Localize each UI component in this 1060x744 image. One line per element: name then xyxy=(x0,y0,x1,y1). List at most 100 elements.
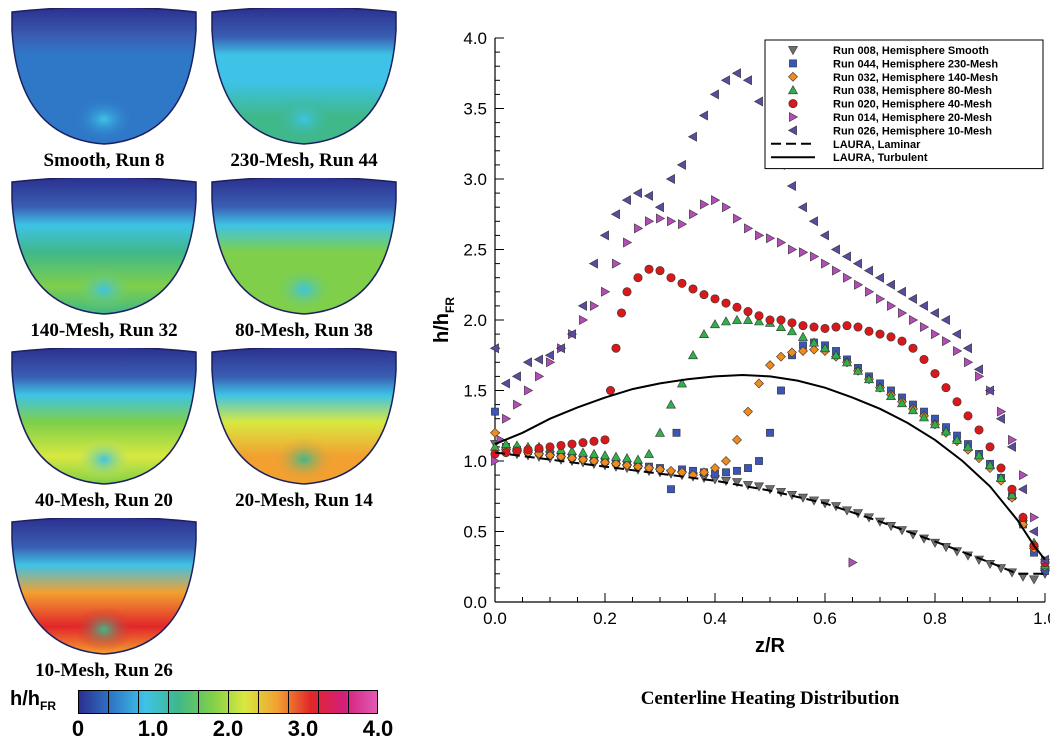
hemisphere-5: 40-Mesh, Run 20 xyxy=(10,348,198,512)
data-point xyxy=(588,258,598,269)
data-point xyxy=(1028,526,1038,537)
chart-caption: Centerline Heating Distribution xyxy=(640,688,900,709)
data-point xyxy=(853,322,863,332)
y-tick-label: 2.5 xyxy=(463,241,487,260)
data-point xyxy=(843,272,853,283)
data-point xyxy=(809,322,819,332)
data-point xyxy=(632,188,642,199)
data-point xyxy=(929,419,941,429)
y-tick-label: 0.5 xyxy=(463,523,487,542)
data-point xyxy=(743,307,753,317)
colorbar-gradient xyxy=(78,690,378,714)
hemisphere-image xyxy=(11,518,197,655)
data-point xyxy=(633,273,643,283)
colorbar-separator xyxy=(108,691,109,713)
data-point xyxy=(491,455,501,467)
colorbar-label-main: h/h xyxy=(10,688,40,710)
colorbar-label-sub: FR xyxy=(40,699,56,713)
data-point xyxy=(656,213,666,224)
y-tick-label: 2.0 xyxy=(463,311,487,330)
x-tick-label: 0.0 xyxy=(483,609,507,628)
data-point xyxy=(820,323,830,333)
data-point xyxy=(777,237,787,248)
y-axis-label: h/hFR xyxy=(431,297,457,343)
data-point xyxy=(699,467,709,478)
hemisphere-image xyxy=(211,178,397,315)
data-point xyxy=(645,216,655,227)
data-point xyxy=(787,318,797,328)
data-point xyxy=(502,413,512,424)
data-point xyxy=(721,456,731,466)
data-point xyxy=(973,450,985,460)
data-point xyxy=(698,328,710,339)
data-point xyxy=(765,315,775,325)
data-point xyxy=(1007,484,1017,494)
data-point xyxy=(942,336,952,347)
data-point xyxy=(600,435,610,445)
data-point xyxy=(776,315,786,325)
colorbar-tick-label: 3.0 xyxy=(287,716,319,741)
x-tick-label: 0.2 xyxy=(593,609,617,628)
data-point xyxy=(710,294,720,304)
data-point xyxy=(964,357,974,368)
hemisphere-image xyxy=(211,8,397,145)
legend-label: Run 020, Hemisphere 40-Mesh xyxy=(833,99,992,111)
hemisphere-caption: Smooth, Run 8 xyxy=(43,150,165,171)
data-point xyxy=(610,451,622,461)
data-point xyxy=(765,360,775,371)
data-point xyxy=(606,385,616,395)
data-point xyxy=(962,343,972,354)
data-point xyxy=(929,307,939,318)
colorbar-separator xyxy=(318,691,319,713)
data-point xyxy=(567,439,577,449)
x-tick-label: 0.6 xyxy=(813,609,837,628)
data-point xyxy=(709,319,721,329)
data-point xyxy=(808,216,818,227)
data-point xyxy=(754,311,764,321)
data-point xyxy=(963,411,973,421)
series-8 xyxy=(494,451,1045,575)
legend-label: Run 008, Hemisphere Smooth xyxy=(833,45,989,57)
x-tick-label: 0.4 xyxy=(703,609,727,628)
hemisphere-image xyxy=(11,348,197,485)
data-point xyxy=(500,438,512,448)
legend-marker xyxy=(787,125,797,136)
data-point xyxy=(787,347,797,358)
legend-marker xyxy=(788,71,798,82)
data-point xyxy=(819,230,829,241)
legend-label: LAURA, Turbulent xyxy=(833,152,928,164)
data-point xyxy=(720,75,730,86)
legend-label: Run 044, Hemisphere 230-Mesh xyxy=(833,58,998,70)
data-point xyxy=(632,454,644,464)
data-point xyxy=(555,343,565,354)
data-point xyxy=(533,354,543,365)
data-point xyxy=(1019,470,1029,481)
data-point xyxy=(919,354,929,364)
legend-marker xyxy=(787,46,799,56)
data-point xyxy=(753,316,765,326)
data-point xyxy=(535,371,545,382)
data-point xyxy=(698,110,708,121)
data-point xyxy=(940,426,952,436)
data-point xyxy=(700,199,710,210)
data-point xyxy=(874,272,884,283)
colorbar: h/hFR 0 1.0 2.0 3.0 4.0 xyxy=(8,686,393,742)
data-point xyxy=(667,485,675,494)
colorbar-separator xyxy=(348,691,349,713)
data-point xyxy=(699,290,709,300)
data-point xyxy=(577,447,589,457)
data-point xyxy=(975,371,985,382)
data-point xyxy=(766,428,774,437)
data-point xyxy=(665,399,677,409)
y-tick-label: 3.5 xyxy=(463,100,487,119)
data-point xyxy=(848,557,858,568)
data-point xyxy=(672,428,681,437)
y-tick-label: 3.0 xyxy=(463,170,487,189)
legend-box xyxy=(764,39,1044,170)
data-point xyxy=(744,464,752,472)
data-point xyxy=(841,251,851,262)
hemisphere-1: Smooth, Run 8 xyxy=(10,8,198,172)
data-point xyxy=(951,329,961,340)
data-point xyxy=(720,476,732,486)
data-point xyxy=(852,365,864,375)
